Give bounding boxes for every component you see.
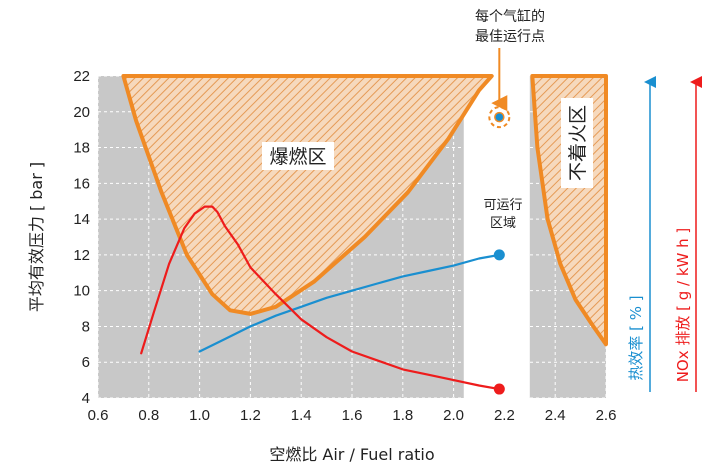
operable-label-line1: 可运行 [483, 198, 522, 213]
x-tick-label: 0.6 [88, 407, 109, 424]
optimum-label-line2: 最佳运行点 [475, 29, 545, 45]
knock-label-box [262, 142, 334, 170]
series-layer [140, 205, 505, 395]
x-tick-label: 1.8 [392, 407, 413, 424]
x-axis: 0.6 0.8 1.0 1.2 1.4 1.6 1.8 2.0 2.2 2.4 2.6 [88, 407, 617, 424]
x-tick-label: 1.6 [342, 407, 363, 424]
optimum-point-ring [488, 106, 511, 129]
y-tick-label: 6 [82, 354, 90, 371]
x-tick-label: 2.6 [596, 407, 617, 424]
x-tick-label: 2.4 [545, 407, 566, 424]
x-tick-label: 1.4 [291, 407, 312, 424]
y-tick-label: 12 [73, 247, 90, 264]
y-tick-label: 14 [73, 211, 90, 228]
y-tick-label: 16 [73, 175, 90, 192]
nox-line [140, 205, 501, 391]
operable-region [463, 76, 530, 398]
operable-label-line2: 区域 [490, 216, 516, 231]
nox-end-point [493, 383, 505, 395]
x-tick-label: 2.2 [494, 407, 515, 424]
x-axis-title: 空燃比 Air / Fuel ratio [269, 445, 434, 464]
y-tick-label: 22 [73, 68, 90, 85]
x-tick-label: 2.0 [443, 407, 464, 424]
efficiency-end-point [493, 249, 505, 261]
knock-region [121, 74, 494, 316]
efficiency-series-label: 热效率 [ % ] [627, 295, 645, 380]
optimum-point-dot [494, 111, 505, 123]
y-tick-label: 10 [73, 283, 90, 300]
y-axis-title: 平均有效压力 [ bar ] [27, 162, 46, 312]
knock-region-label: 爆燃区 [269, 146, 326, 168]
y-tick-label: 8 [82, 318, 90, 335]
x-tick-label: 0.8 [138, 407, 159, 424]
efficiency-line [198, 253, 501, 353]
x-tick-label: 1.2 [240, 407, 261, 424]
x-tick-label: 1.0 [189, 407, 210, 424]
optimum-label-line1: 每个气缸的 [475, 8, 545, 25]
misfire-label-box [561, 98, 593, 188]
y-tick-label: 4 [82, 390, 90, 407]
y-axis: 4 6 8 10 12 14 16 18 20 22 [73, 68, 90, 407]
y-tick-label: 18 [73, 140, 90, 157]
misfire-region-label: 不着火区 [567, 105, 589, 181]
y-tick-label: 20 [73, 104, 90, 121]
nox-series-label: NOx 排放 [ g / kW h ] [674, 228, 692, 383]
